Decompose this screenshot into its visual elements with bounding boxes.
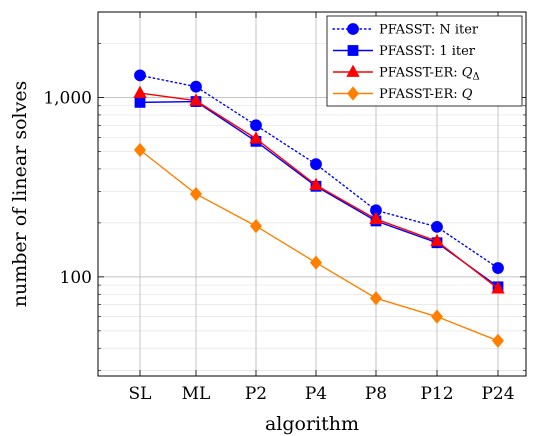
legend-label: PFASST: N iter: [379, 23, 479, 38]
data-point: [491, 333, 505, 348]
legend-label: PFASST-ER: QΔ: [379, 66, 480, 83]
legend-item: PFASST: 1 iter: [333, 44, 476, 59]
x-tick-label: P24: [481, 384, 514, 404]
data-point: [249, 131, 263, 144]
y-tick-label: 100: [60, 268, 92, 288]
data-point: [189, 186, 203, 202]
legend-label: PFASST: 1 iter: [379, 44, 476, 59]
data-point: [249, 218, 263, 234]
x-tick-label: P2: [245, 384, 267, 404]
x-tick-label: ML: [182, 384, 211, 404]
series-line: [139, 149, 499, 342]
data-point: [250, 119, 262, 132]
data-point: [430, 309, 444, 324]
x-axis-title: algorithm: [265, 413, 359, 435]
data-point: [134, 96, 146, 108]
legend-item: PFASST-ER: Q: [333, 86, 473, 102]
legend-item: PFASST: N iter: [332, 23, 479, 38]
data-point: [309, 255, 323, 270]
data-point: [190, 80, 202, 93]
data-point: [491, 281, 505, 294]
axis-ticks: 100 1,000 SL ML P2 P4 P8 P12 P24: [43, 11, 526, 404]
data-point: [492, 262, 504, 274]
series-layer: [133, 69, 505, 348]
data-point: [310, 158, 322, 171]
series-4: [133, 142, 505, 348]
legend-box: [326, 15, 523, 107]
series-1: [134, 69, 504, 274]
legend-marker: [346, 86, 360, 101]
x-tick-label: P8: [365, 384, 387, 404]
data-point: [431, 220, 443, 233]
legend-marker: [347, 45, 359, 56]
data-point: [309, 177, 323, 190]
plot-frame: [97, 11, 527, 377]
data-point: [369, 291, 383, 306]
x-tick-label: P4: [305, 384, 327, 404]
x-tick-label: P12: [420, 384, 453, 404]
legend-marker: [347, 23, 359, 35]
x-tick-label: SL: [129, 384, 152, 404]
y-tick-label: 1,000: [43, 89, 92, 109]
data-point: [430, 233, 444, 247]
legend-label: PFASST-ER: Q: [379, 87, 473, 102]
legend-item: PFASST-ER: QΔ: [333, 64, 480, 83]
legend-marker: [346, 64, 360, 77]
data-point: [369, 211, 383, 224]
data-point: [133, 142, 147, 158]
y-axis-title: number of linear solves: [9, 81, 31, 308]
data-point: [134, 69, 146, 82]
grid: [98, 11, 526, 376]
legend: PFASST: N iter PFASST: 1 iter PFASST-ER: Q…: [326, 15, 523, 107]
data-point: [189, 93, 203, 106]
data-point: [133, 85, 147, 98]
series-3: [133, 85, 505, 294]
